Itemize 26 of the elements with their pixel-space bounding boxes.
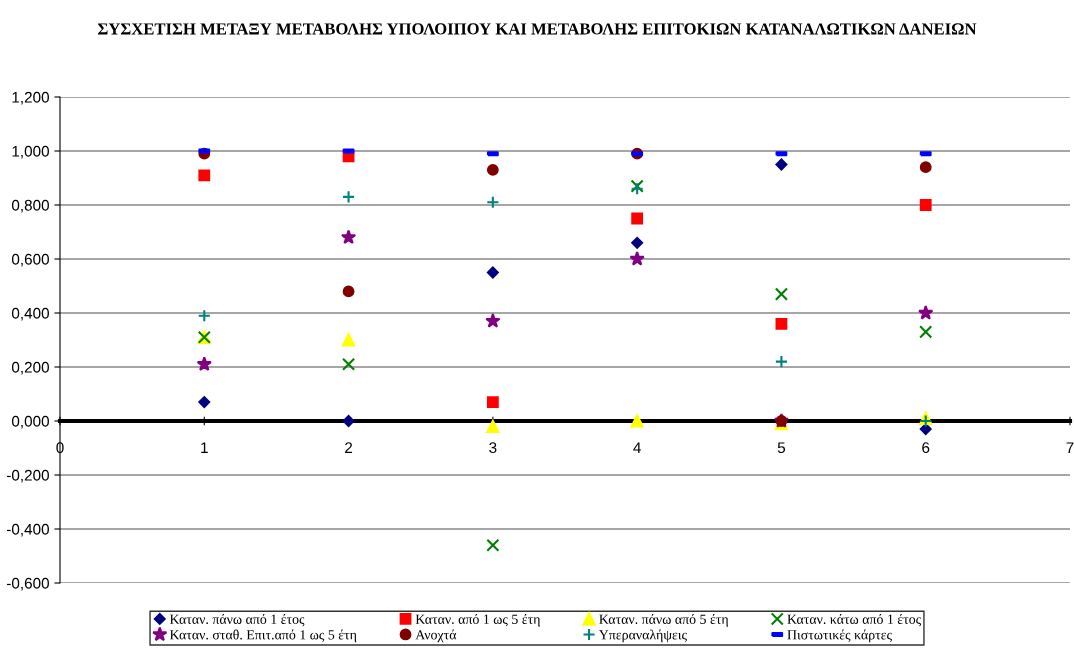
- x-tick-label: 2: [345, 442, 353, 453]
- legend-label: Καταν. πάνω από 5 έτη: [599, 614, 728, 627]
- legend-label: Καταν. σταθ. Επιτ.από 1 ως 5 έτη: [169, 629, 357, 643]
- legend-label: Υπεραναλήψεις: [598, 629, 687, 643]
- legend-label: Πιστωτικές κάρτες: [787, 629, 892, 643]
- y-tick-label: -0,600: [6, 577, 49, 591]
- y-tick-label: 0,200: [11, 361, 49, 375]
- x-tick-label: 7: [1066, 442, 1074, 453]
- legend-label: Ανοχτά: [415, 629, 457, 643]
- y-tick-label: 0,000: [11, 415, 49, 429]
- legend-label: Καταν. από 1 ως 5 έτη: [415, 614, 540, 627]
- y-tick-label: 0,400: [11, 307, 49, 321]
- y-tick-label: -0,200: [6, 469, 49, 483]
- x-tick-label: 4: [633, 442, 641, 453]
- x-tick-label: 3: [489, 442, 497, 454]
- x-tick-label: 1: [201, 442, 208, 453]
- y-tick-label: 1,000: [12, 145, 49, 159]
- chart-title: ΣΥΣΧΕΤΙΣΗ ΜΕΤΑΞΥ ΜΕΤΑΒΟΛΗΣ ΥΠΟΛΟΙΠΟΥ ΚΑΙ ΜΕΤΑΒΟΛΗΣ ΕΠΙΤΟΚΙΩΝ ΚΑΤΑΝΑΛΩΤΙΚΩΝ ΔΑΝΕΙΩΝ: [97, 23, 977, 35]
- y-tick-label: -0,400: [6, 523, 49, 537]
- y-tick-label: 1,200: [12, 91, 49, 105]
- legend-label: Καταν. πάνω από 1 έτος: [169, 614, 305, 627]
- x-tick-label: 5: [777, 442, 786, 454]
- x-tick-label: 6: [922, 442, 930, 454]
- y-tick-label: 0,600: [11, 253, 49, 267]
- legend-label: Καταν. κάτω από 1 έτος: [787, 614, 922, 627]
- y-tick-label: 0,800: [11, 199, 49, 213]
